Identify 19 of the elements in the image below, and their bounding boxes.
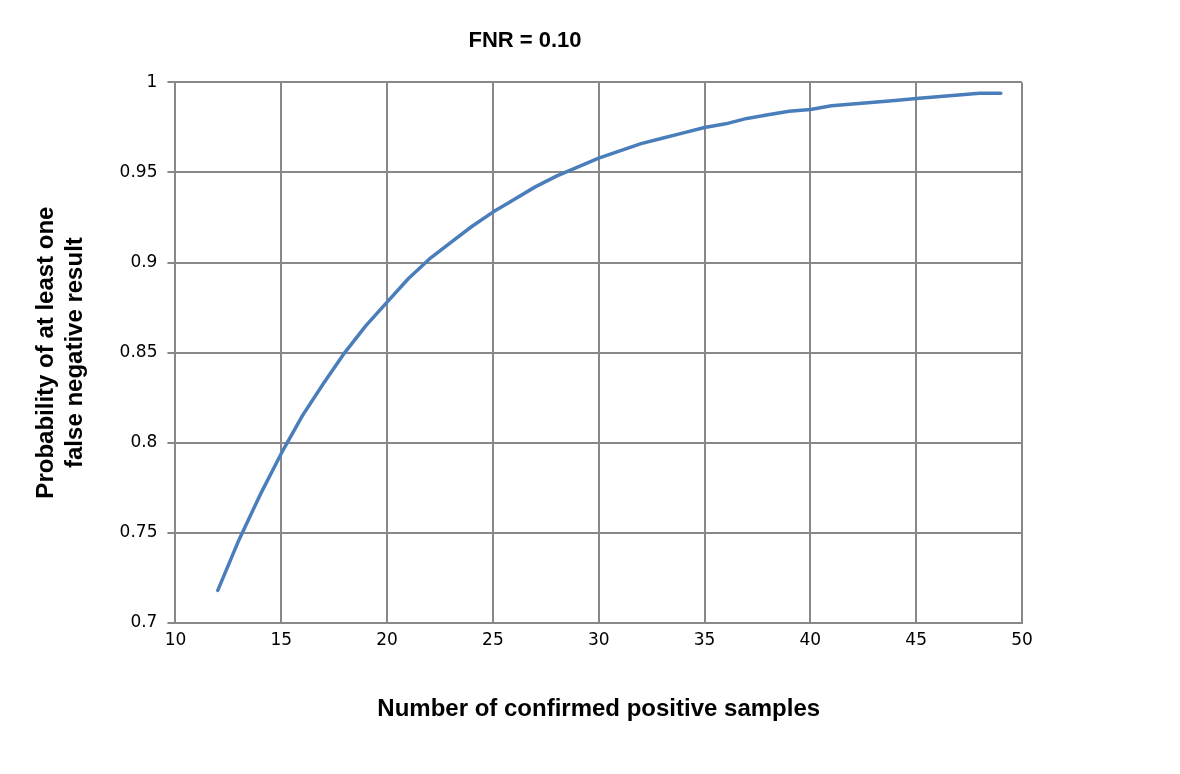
x-tick-label: 25: [482, 629, 504, 650]
y-tick-label: 0.8: [130, 431, 158, 452]
x-tick-label: 20: [376, 629, 398, 650]
y-tick-label: 0.95: [119, 160, 158, 181]
x-tick-label: 10: [164, 629, 187, 650]
x-tick-label: 30: [587, 629, 610, 650]
chart-title: FNR = 0.10: [468, 27, 582, 53]
x-tick-label: 15: [270, 629, 293, 650]
y-axis-title: Probability of at least one false negative result: [31, 206, 87, 499]
y-tick-label: 0.7: [130, 611, 158, 632]
y-tick-label: 1: [146, 70, 158, 91]
x-tick-label: 45: [905, 629, 927, 650]
y-tick-label: 0.9: [130, 250, 158, 271]
x-tick-label: 50: [1011, 629, 1033, 650]
x-axis-title: Number of confirmed positive samples: [377, 694, 821, 722]
x-tick-label: 40: [799, 629, 822, 650]
y-tick-label: 0.85: [119, 341, 158, 362]
x-tick-label: 35: [693, 629, 716, 650]
y-tick-label: 0.75: [119, 521, 158, 542]
